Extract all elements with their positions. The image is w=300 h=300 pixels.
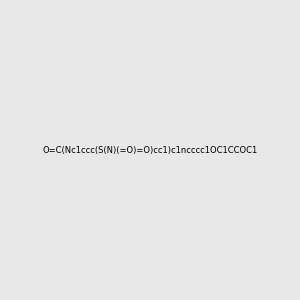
Text: O=C(Nc1ccc(S(N)(=O)=O)cc1)c1ncccc1OC1CCOC1: O=C(Nc1ccc(S(N)(=O)=O)cc1)c1ncccc1OC1CCO… <box>42 146 258 154</box>
